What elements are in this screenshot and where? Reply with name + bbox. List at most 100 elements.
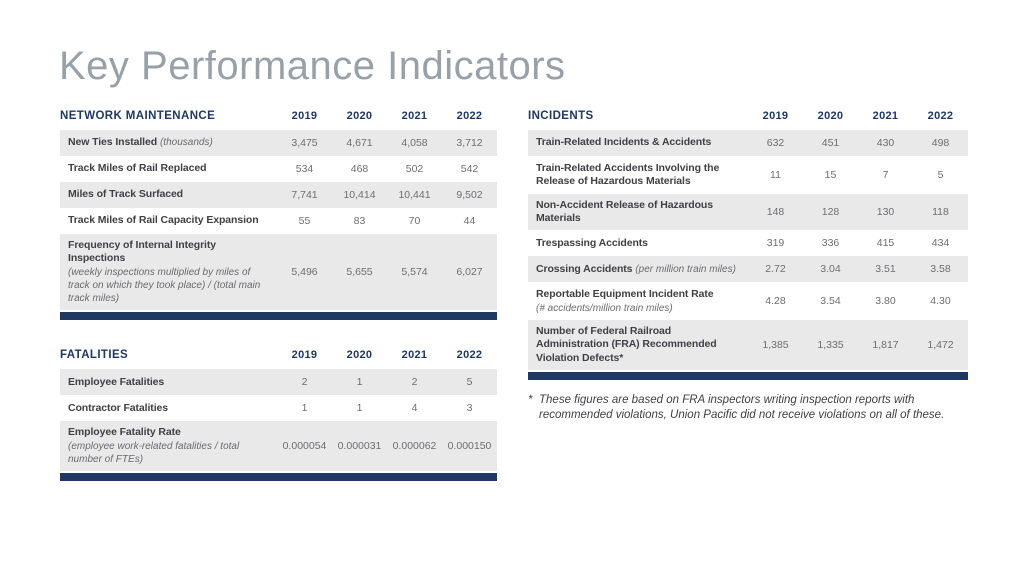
table-network-maintenance: NETWORK MAINTENANCE 2019 2020 2021 2022 … — [60, 110, 497, 321]
metric-value: 468 — [350, 163, 369, 175]
table-row: Employee Fatality Rate (employee work-rel… — [60, 421, 497, 472]
year-header: 2019 — [291, 110, 318, 122]
right-column: INCIDENTS 2019 2020 2021 2022 Train-Rela… — [528, 110, 968, 424]
table-row: Employee Fatalities 2 1 2 5 — [60, 369, 497, 396]
table-fatalities: FATALITIES 2019 2020 2021 2022 Employee … — [60, 349, 497, 482]
row-label: Miles of Track Surfaced — [68, 188, 183, 201]
year-header: 2019 — [291, 349, 318, 362]
metric-value: 148 — [766, 206, 785, 219]
metric-value: 0.000031 — [337, 440, 382, 453]
section-title-incidents: INCIDENTS — [528, 110, 594, 122]
year-header: 2022 — [927, 110, 954, 122]
table-header-row: INCIDENTS 2019 2020 2021 2022 — [528, 110, 968, 130]
table-row: Contractor Fatalities 1 1 4 3 — [60, 395, 497, 421]
table-footer-bar — [60, 312, 497, 321]
footnote: * These figures are based on FRA inspect… — [528, 393, 968, 424]
page-title: Key Performance Indicators — [59, 44, 566, 88]
row-note: (per million train miles) — [635, 263, 736, 275]
table-row: Train-Related Incidents & Accidents 632 … — [528, 130, 968, 156]
metric-value: 3,475 — [291, 137, 318, 149]
row-label: Frequency of Internal Integrity Inspecti… — [60, 234, 277, 310]
table-row: Number of Federal Railroad Administratio… — [528, 320, 968, 370]
metric-value: 5 — [937, 169, 944, 181]
row-label: Trespassing Accidents — [536, 236, 648, 249]
metric-value: 632 — [766, 137, 785, 149]
table-row: Reportable Equipment Incident Rate (# acc… — [528, 282, 968, 320]
metric-value: 319 — [766, 237, 785, 250]
metric-value: 434 — [931, 237, 950, 250]
metric-value: 0.000054 — [282, 440, 327, 453]
metric-value: 11 — [770, 169, 781, 181]
metric-value: 3 — [466, 402, 473, 415]
footnote-marker: * — [528, 393, 533, 406]
metric-value: 534 — [295, 163, 314, 175]
metric-value: 4.28 — [765, 295, 786, 308]
metric-value: 83 — [353, 215, 366, 227]
table-row: Non-Accident Release of Hazardous Materi… — [528, 194, 968, 231]
metric-value: 128 — [821, 206, 840, 219]
metric-value: 3.54 — [820, 295, 841, 308]
section-title-fatalities: FATALITIES — [60, 349, 129, 362]
metric-value: 1,385 — [762, 338, 789, 351]
row-note: (# accidents/million train miles) — [536, 302, 673, 314]
metric-value: 502 — [405, 163, 424, 175]
table-row: Trespassing Accidents 319 336 415 434 — [528, 230, 968, 256]
metric-value: 1 — [356, 402, 363, 415]
left-column: NETWORK MAINTENANCE 2019 2020 2021 2022 … — [60, 110, 497, 482]
row-label: Crossing Accidents (per million train mi… — [536, 262, 736, 275]
metric-value: 10,414 — [343, 189, 376, 201]
metric-value: 44 — [463, 215, 476, 227]
metric-value: 70 — [408, 215, 421, 227]
metric-value: 3.80 — [875, 295, 896, 308]
metric-value: 7 — [882, 169, 889, 181]
table-incidents: INCIDENTS 2019 2020 2021 2022 Train-Rela… — [528, 110, 968, 380]
year-header: 2020 — [346, 349, 373, 362]
row-label: Non-Accident Release of Hazardous Materi… — [536, 199, 713, 225]
year-header: 2022 — [456, 349, 483, 362]
metric-value: 1,472 — [927, 338, 954, 351]
metric-value: 7,741 — [291, 189, 318, 201]
metric-value: 5,496 — [291, 266, 318, 279]
row-note: (thousands) — [159, 137, 213, 149]
table-row: Track Miles of Rail Replaced 534 468 502… — [60, 156, 497, 182]
row-label: Employee Fatalities — [68, 375, 165, 388]
metric-value: 118 — [932, 206, 949, 219]
metric-value: 430 — [876, 137, 895, 149]
metric-value: 1,335 — [817, 338, 844, 351]
row-label: Contractor Fatalities — [68, 401, 169, 414]
table-row: New Ties Installed (thousands) 3,475 4,6… — [60, 130, 497, 156]
metric-value: 498 — [931, 137, 950, 149]
row-label: Track Miles of Rail Capacity Expansion — [68, 214, 259, 227]
metric-value: 10,441 — [398, 189, 431, 201]
metric-value: 542 — [460, 163, 479, 175]
metric-value: 2.72 — [765, 263, 786, 276]
metric-value: 415 — [876, 237, 895, 250]
metric-value: 55 — [298, 215, 311, 227]
year-header: 2019 — [762, 110, 789, 122]
metric-value: 4.30 — [930, 295, 951, 308]
table-row: Crossing Accidents (per million train mi… — [528, 256, 968, 283]
year-header: 2020 — [346, 110, 373, 122]
row-label: New Ties Installed (thousands) — [68, 136, 213, 149]
metric-value: 5,655 — [346, 266, 373, 279]
year-header: 2022 — [456, 110, 483, 122]
row-note: (weekly inspections multiplied by miles … — [68, 267, 261, 305]
row-label: Reportable Equipment Incident Rate (# acc… — [528, 283, 748, 320]
metric-value: 3,712 — [456, 137, 483, 149]
year-header: 2020 — [817, 110, 844, 122]
metric-value: 6,027 — [456, 266, 483, 279]
metric-value: 4 — [411, 402, 418, 415]
metric-value: 5 — [466, 376, 473, 389]
table-row: Frequency of Internal Integrity Inspecti… — [60, 234, 497, 311]
table-footer-bar — [528, 371, 968, 380]
table-row: Miles of Track Surfaced 7,741 10,414 10,… — [60, 182, 497, 208]
metric-value: 4,671 — [346, 137, 373, 149]
table-header-row: NETWORK MAINTENANCE 2019 2020 2021 2022 — [60, 110, 497, 130]
metric-value: 0.000062 — [392, 440, 437, 453]
metric-value: 1 — [356, 376, 363, 389]
metric-value: 3.51 — [875, 263, 896, 276]
metric-value: 2 — [301, 376, 308, 389]
metric-value: 451 — [821, 137, 840, 149]
year-header: 2021 — [872, 110, 899, 122]
